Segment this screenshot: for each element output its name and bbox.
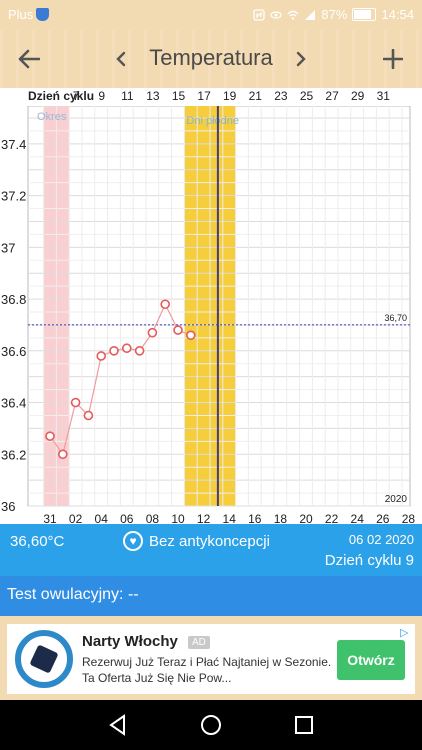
x-tick-label: 12: [197, 512, 211, 526]
y-tick-label: 36: [1, 499, 15, 514]
contraception-info: ♥ Bez antykoncepcji: [123, 531, 270, 551]
temperature-point: [45, 431, 55, 441]
y-tick-label: 37.4: [1, 137, 26, 152]
cycle-day-label: Dzień cyklu: [28, 89, 95, 103]
temperature-point: [83, 410, 94, 421]
selected-date: 06 02 2020: [348, 532, 414, 547]
y-tick-label: 36.8: [1, 292, 26, 307]
x-tick-label: 04: [95, 512, 109, 526]
fertile-label: Dni płodne: [186, 115, 239, 127]
battery-icon: [352, 8, 377, 21]
temperature-point: [147, 327, 158, 338]
cycle-day-tick: 15: [171, 89, 186, 103]
temperature-point: [96, 351, 106, 361]
x-tick-label: 22: [325, 512, 339, 526]
selected-temperature: 36,60°C: [10, 533, 65, 550]
temperature-point: [134, 346, 145, 356]
temperature-point: [122, 343, 132, 354]
y-tick-label: 37: [1, 240, 15, 255]
x-tick-label: 20: [299, 512, 313, 526]
cycle-day-tick: 7: [72, 89, 80, 103]
x-tick-label: 16: [248, 512, 262, 526]
ad-banner: Narty Włochy AD Rezerwuj Już Teraz i Pła…: [0, 616, 422, 700]
ovulation-test-label: Test owulacyjny: --: [7, 586, 139, 603]
x-tick-label: 18: [274, 512, 288, 526]
temperature-point: [109, 346, 119, 356]
selected-cycle-day: Dzień cyklu 9: [324, 552, 414, 569]
cycle-day-row: Dzień cyklu 7 9 11 13 15 17 19 21 23 25 27 29 31: [0, 88, 422, 106]
ad-open-button[interactable]: Otwórz: [337, 640, 405, 680]
year-label: 2020: [385, 494, 408, 505]
page-title: Temperatura: [149, 45, 273, 70]
ad-card[interactable]: Narty Włochy AD Rezerwuj Już Teraz i Pła…: [7, 624, 415, 694]
chevron-right-icon[interactable]: [282, 40, 320, 78]
system-nav-bar: [0, 700, 422, 750]
x-tick-label: 10: [171, 512, 185, 526]
heart-icon: ♥: [123, 531, 143, 551]
temperature-point: [173, 325, 183, 335]
cycle-day-tick: 19: [223, 89, 237, 103]
y-tick-label: 36.4: [1, 396, 26, 411]
day-summary[interactable]: 36,60°C ♥ Bez antykoncepcji 06 02 2020 D…: [0, 524, 422, 576]
temperature-chart-svg: Okres Dni płodne 36,70 36 36.2 36.4 36.6 36.8 37…: [1, 88, 416, 549]
temperature-point: [57, 449, 68, 460]
cycle-day-tick: 29: [351, 89, 365, 103]
ski-logo-icon: [15, 630, 73, 688]
coverline-value: 36,70: [384, 313, 407, 323]
y-tick-label: 37.2: [1, 189, 26, 204]
cycle-day-tick: 21: [248, 89, 262, 103]
cycle-day-tick: 9: [98, 89, 106, 103]
battery-percent: 87%: [321, 7, 348, 22]
period-label: Okres: [37, 111, 67, 123]
x-tick-label: 24: [351, 512, 365, 526]
x-tick-label: 31: [43, 512, 57, 526]
y-tick-label: 36.2: [1, 447, 26, 462]
signal-icon: [305, 9, 316, 20]
x-tick-label: 28: [402, 512, 416, 526]
shield-icon: [36, 8, 50, 21]
temperature-point: [186, 330, 196, 341]
nfc-icon: [253, 8, 266, 21]
home-nav-icon[interactable]: [198, 712, 224, 738]
ad-title: Narty Włochy: [82, 633, 178, 650]
cycle-day-tick: 31: [376, 89, 390, 103]
ad-badge: AD: [188, 636, 210, 649]
x-tick-label: 14: [223, 512, 237, 526]
temperature-series-line: [49, 302, 192, 456]
contraception-label: Bez antykoncepcji: [149, 532, 270, 550]
ovulation-test-row[interactable]: Test owulacyjny: --: [0, 576, 422, 616]
x-tick-label: 08: [146, 512, 160, 526]
app-header: Temperatura: [0, 30, 422, 88]
cycle-day-tick: 23: [274, 89, 288, 103]
x-tick-label: 02: [69, 512, 83, 526]
cycle-day-tick: 17: [197, 89, 211, 103]
eye-icon: [270, 10, 283, 19]
x-tick-label: 06: [120, 512, 134, 526]
temperature-chart[interactable]: Okres Dni płodne 36,70 36 36.2 36.4 36.6 36.8 37…: [0, 88, 422, 549]
ad-text: Rezerwuj Już Teraz i Płać Najtaniej w Se…: [82, 655, 332, 685]
temperature-point: [70, 397, 81, 408]
plus-icon[interactable]: [374, 40, 412, 78]
cycle-day-tick: 11: [121, 89, 134, 103]
x-tick-label: 26: [376, 512, 390, 526]
carrier-label: Plus: [8, 7, 34, 22]
wifi-icon: [287, 10, 299, 20]
cycle-day-tick: 13: [146, 89, 160, 103]
chevron-left-icon[interactable]: [102, 40, 140, 78]
cycle-day-tick: 27: [325, 89, 339, 103]
status-bar: Plus 87% 14:54: [0, 0, 422, 30]
cycle-day-tick: 25: [299, 89, 314, 103]
arrow-left-icon[interactable]: [10, 40, 48, 78]
recents-nav-icon[interactable]: [291, 712, 317, 738]
adchoices-icon[interactable]: ▷: [400, 627, 409, 639]
back-nav-icon[interactable]: [105, 712, 131, 738]
y-tick-label: 36.6: [1, 344, 26, 359]
temperature-point: [160, 299, 170, 310]
clock: 14:54: [381, 7, 414, 22]
